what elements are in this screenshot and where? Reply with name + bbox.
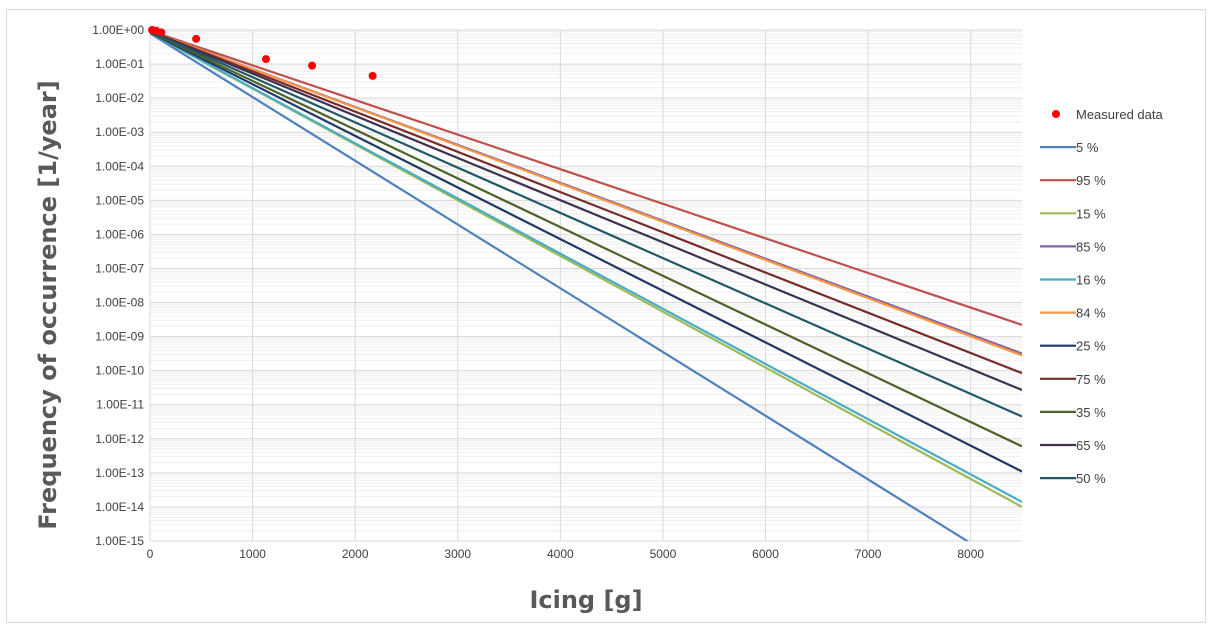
- y-tick-label: 1.00E-04: [95, 159, 144, 173]
- measured-point: [261, 55, 270, 64]
- legend-label-series: 15 %: [1076, 206, 1106, 221]
- y-axis-title: Frequency of occurrence [1/year]: [34, 80, 62, 529]
- series-line-6: [150, 31, 1022, 473]
- measured-point: [192, 34, 201, 43]
- legend-label-series: 84 %: [1076, 306, 1106, 321]
- measured-point: [308, 61, 317, 70]
- series-line-9: [150, 30, 1022, 392]
- series-line-10: [150, 30, 1022, 418]
- series-lines: [150, 29, 1022, 541]
- y-tick-label: 1.00E-06: [95, 227, 144, 241]
- x-tick-label: 7000: [855, 547, 882, 561]
- y-tick-label: 1.00E-02: [95, 91, 144, 105]
- legend-label-series: 25 %: [1076, 339, 1106, 354]
- series-line-5: [150, 30, 1022, 357]
- legend: Measured data 5 % 95 % 15 % 85 % 16 % 84 % 25 %…: [1040, 107, 1163, 486]
- y-tick-label: 1.00E-09: [95, 330, 144, 344]
- y-tick-label: 1.00E-13: [95, 466, 144, 480]
- legend-label-series: 35 %: [1076, 405, 1106, 420]
- x-tick-label: 0: [147, 547, 154, 561]
- legend-label-series: 95 %: [1076, 173, 1106, 188]
- x-tick-label: 5000: [650, 547, 677, 561]
- legend-label-series: 5 %: [1076, 140, 1099, 155]
- legend-label-measured: Measured data: [1076, 107, 1163, 122]
- y-tick-label: 1.00E-01: [95, 57, 144, 71]
- y-tick-label: 1.00E-07: [95, 261, 144, 275]
- legend-label-series: 16 %: [1076, 273, 1106, 288]
- x-tick-label: 8000: [957, 547, 984, 561]
- y-tick-label: 1.00E-05: [95, 193, 144, 207]
- major-gridlines: [149, 29, 1022, 542]
- x-tick-label: 6000: [752, 547, 779, 561]
- series-line-4: [150, 31, 1022, 503]
- legend-label-series: 50 %: [1076, 471, 1106, 486]
- series-line-8: [150, 31, 1022, 448]
- x-axis-title: Icing [g]: [529, 586, 642, 614]
- x-tick-label: 2000: [342, 547, 369, 561]
- x-tick-label: 3000: [444, 547, 471, 561]
- series-line-1: [150, 29, 1022, 326]
- y-tick-labels: 1.00E-15 1.00E-14 1.00E-13 1.00E-12 1.00E-11…: [92, 23, 144, 548]
- y-tick-label: 1.00E-11: [96, 398, 144, 412]
- measured-points: [148, 26, 377, 80]
- legend-marker-measured: [1052, 110, 1060, 118]
- measured-point: [157, 28, 166, 37]
- y-tick-label: 1.00E-10: [95, 364, 144, 378]
- legend-label-series: 65 %: [1076, 438, 1106, 453]
- y-tick-label: 1.00E-08: [95, 296, 144, 310]
- y-tick-label: 1.00E-03: [95, 125, 144, 139]
- series-line-0: [150, 32, 970, 541]
- legend-label-series: 75 %: [1076, 372, 1106, 387]
- legend-label-series: 85 %: [1076, 239, 1106, 254]
- x-tick-labels: 0 1000 2000 3000 4000 5000 6000 7000 8000: [147, 547, 985, 561]
- measured-point: [368, 71, 377, 80]
- y-tick-label: 1.00E+00: [92, 23, 144, 37]
- y-tick-label: 1.00E-12: [95, 432, 144, 446]
- x-tick-label: 4000: [547, 547, 574, 561]
- x-tick-label: 1000: [239, 547, 266, 561]
- minor-gridlines: [150, 31, 1022, 532]
- series-line-7: [150, 30, 1022, 375]
- y-tick-label: 1.00E-14: [95, 500, 144, 514]
- y-tick-label: 1.00E-15: [95, 534, 144, 548]
